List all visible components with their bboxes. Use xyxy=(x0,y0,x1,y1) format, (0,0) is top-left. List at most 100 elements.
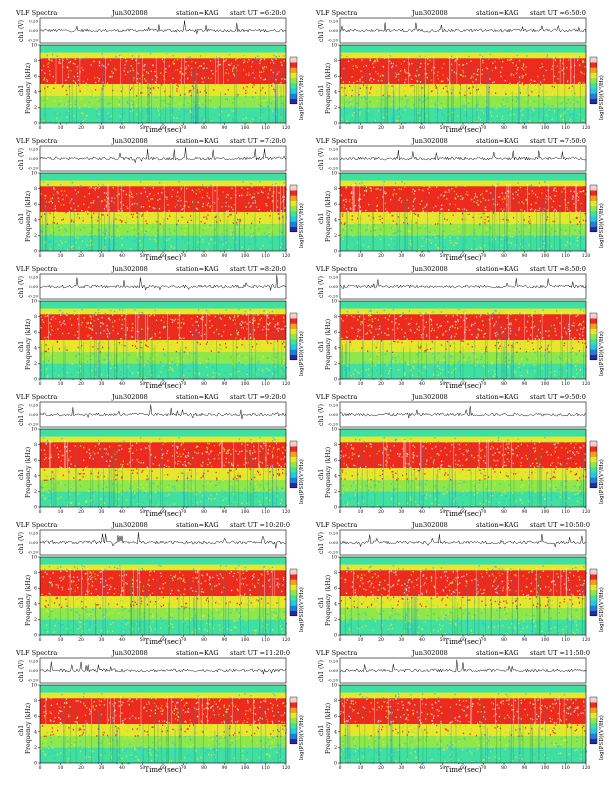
spectrum-speck xyxy=(558,120,560,122)
spectrum-speck xyxy=(487,237,489,239)
spectrum-speck xyxy=(150,365,153,367)
spectrum-speck xyxy=(543,235,545,237)
time-tick-label: 70 xyxy=(481,125,487,131)
spectrum-speck xyxy=(382,98,384,101)
spectrum-speck xyxy=(246,86,248,88)
spectrum-speck xyxy=(221,206,223,208)
spectrum-speck xyxy=(268,324,270,326)
spectrum-speck xyxy=(185,111,187,113)
spectrum-speck xyxy=(141,215,143,217)
spectrum-speck xyxy=(368,228,370,230)
spectrum-speck xyxy=(582,85,584,87)
spectrum-speck xyxy=(231,187,233,189)
spectrum-speck xyxy=(373,78,375,81)
spectrum-speck xyxy=(241,327,243,329)
spectrum-speck xyxy=(209,119,211,121)
spectrum-speck xyxy=(479,223,481,225)
panel-title: VLF Spectra xyxy=(16,393,58,401)
spectrum-speck xyxy=(455,324,457,326)
spectrum-speck xyxy=(268,369,270,371)
spectrum-speck xyxy=(43,119,45,122)
spectrum-speck xyxy=(439,368,442,370)
spectrum-speck xyxy=(187,102,189,105)
spectrum-speck xyxy=(344,97,346,99)
spectrum-speck xyxy=(398,73,400,75)
spectrum-speck xyxy=(521,67,523,69)
spectrum-speck xyxy=(505,192,507,194)
spectrum-speck xyxy=(370,358,372,360)
spectrum-speck xyxy=(480,216,482,219)
spectrum-speck xyxy=(489,121,491,123)
spectrum-speck xyxy=(206,360,208,362)
spectrum-speck xyxy=(80,363,82,366)
spectrum-speck xyxy=(584,66,586,68)
spectrum-speck xyxy=(199,191,201,193)
spectrum-speck xyxy=(62,312,64,314)
spectrum-speck xyxy=(53,369,55,372)
spectrum-speck xyxy=(99,223,101,226)
spectrum-speck xyxy=(361,211,363,214)
spectrum-speck xyxy=(187,370,189,372)
spectrum-speck xyxy=(275,356,277,358)
spectrum-speck xyxy=(155,107,158,109)
spectrum-speck xyxy=(566,362,568,364)
spectrum-speck xyxy=(122,309,124,311)
spectrum-speck xyxy=(62,322,64,324)
spectrum-speck xyxy=(118,356,120,359)
spectrum-speck xyxy=(490,111,492,113)
spectrum-speck xyxy=(546,56,548,58)
spectrum-speck xyxy=(90,240,92,242)
spectrum-speck xyxy=(206,211,208,213)
spectrum-speck xyxy=(253,329,256,331)
spectrum-speck xyxy=(106,244,108,246)
time-tick-label: 40 xyxy=(419,253,425,259)
spectrum-speck xyxy=(579,232,581,234)
spectrum-speck xyxy=(145,344,147,346)
spectrum-speck xyxy=(558,356,560,358)
spectrum-speck xyxy=(50,234,52,236)
spectrum-speck xyxy=(199,65,201,67)
time-tick-label: 70 xyxy=(181,125,187,131)
spectrum-speck xyxy=(439,368,441,370)
spectrum-speck xyxy=(454,347,456,349)
spectrum-speck xyxy=(365,333,367,335)
spectrum-speck xyxy=(248,58,250,61)
spectrum-speck xyxy=(403,222,405,224)
spectrum-speck xyxy=(522,75,524,77)
spectrum-speck xyxy=(351,239,353,241)
spectrum-speck xyxy=(409,370,411,372)
spectrum-speck xyxy=(253,338,255,340)
spectrum-speck xyxy=(82,352,84,354)
spectrum-speck xyxy=(249,194,251,196)
spectrum-speck xyxy=(401,328,403,331)
spectrum-speck xyxy=(60,314,62,317)
spectrum-speck xyxy=(63,204,65,206)
spectrum-speck xyxy=(541,66,544,68)
colorbar-segment xyxy=(590,221,597,227)
spectrum-speck xyxy=(139,377,141,379)
spectrum-speck xyxy=(369,58,371,60)
spectrum-speck xyxy=(477,70,479,72)
spectrum-speck xyxy=(203,227,205,230)
spectrum-speck xyxy=(542,314,544,316)
spectrum-speck xyxy=(222,84,224,87)
spectrum-speck xyxy=(526,55,528,57)
spectrum-speck xyxy=(282,246,284,248)
spectrum-speck xyxy=(123,374,125,376)
spectrum-speck xyxy=(437,197,439,199)
spectrum-speck xyxy=(277,206,279,208)
spectrum-speck xyxy=(538,95,540,97)
spectrum-speck xyxy=(134,202,136,205)
spectrum-speck xyxy=(92,346,94,348)
spectrum-speck xyxy=(340,77,342,79)
spectrum-speck xyxy=(542,243,544,245)
spectrum-speck xyxy=(400,314,402,317)
spectrum-speck xyxy=(347,246,349,248)
spectrum-speck xyxy=(390,118,392,120)
spectrum-speck xyxy=(579,323,581,325)
spectrum-speck xyxy=(576,211,578,213)
spectrum-speck xyxy=(190,215,192,217)
spectrum-speck xyxy=(261,71,263,73)
spectrum-speck xyxy=(95,368,97,370)
spectrum-speck xyxy=(570,119,572,121)
